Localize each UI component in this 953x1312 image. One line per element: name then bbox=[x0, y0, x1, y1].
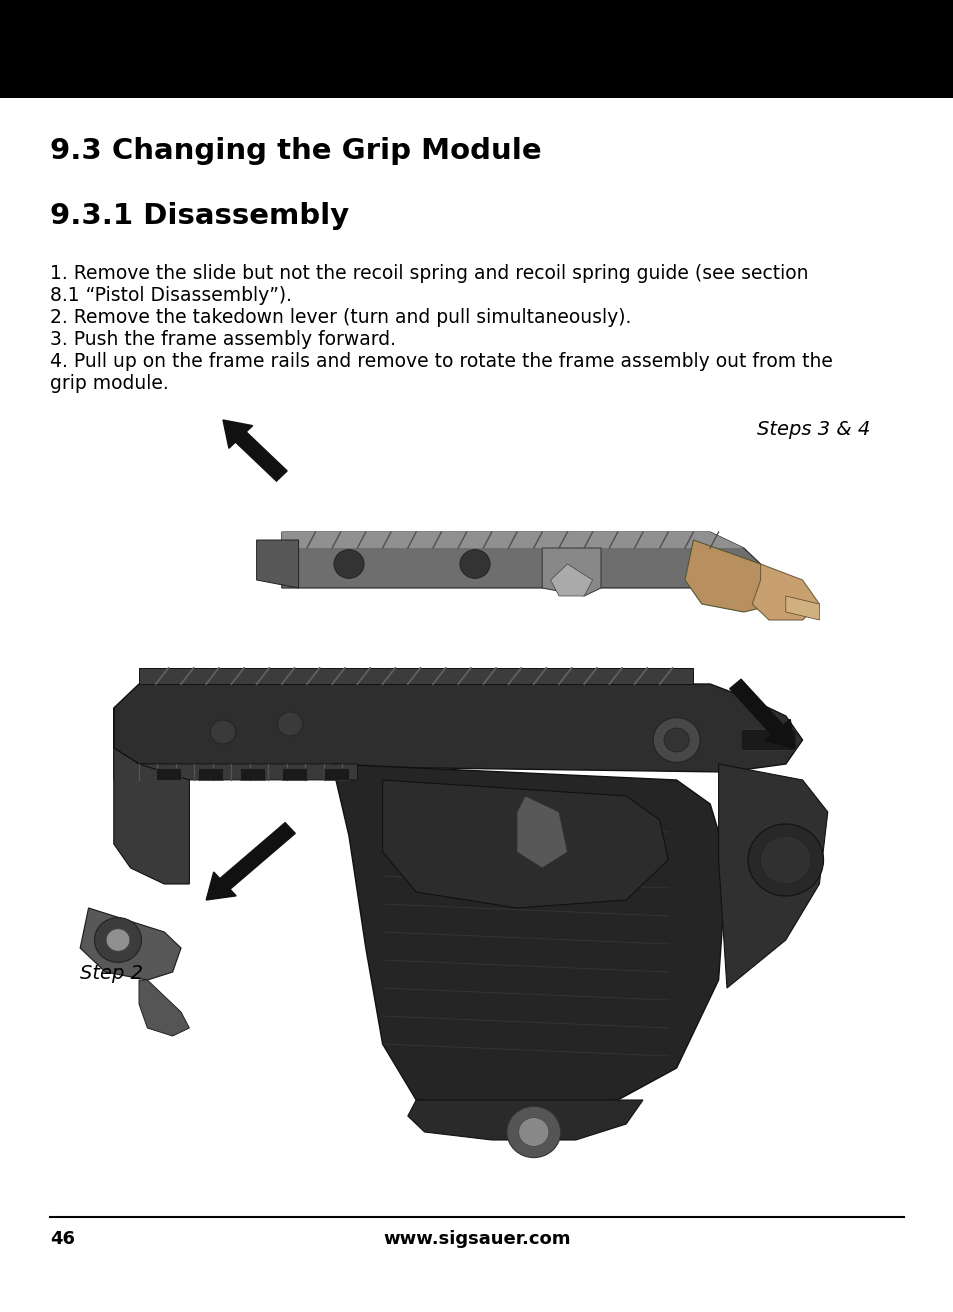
Text: 9.3 Changing the Grip Module: 9.3 Changing the Grip Module bbox=[50, 136, 541, 165]
Circle shape bbox=[334, 550, 364, 579]
Bar bbox=[239, 768, 265, 781]
Text: Step 2: Step 2 bbox=[80, 964, 143, 983]
FancyArrow shape bbox=[223, 420, 287, 482]
Polygon shape bbox=[541, 548, 600, 596]
Bar bbox=[155, 768, 181, 781]
Circle shape bbox=[506, 1106, 560, 1157]
Polygon shape bbox=[281, 531, 760, 588]
Text: 8.1 “Pistol Disassembly”).: 8.1 “Pistol Disassembly”). bbox=[50, 286, 292, 304]
Circle shape bbox=[518, 1118, 548, 1147]
Polygon shape bbox=[517, 796, 567, 869]
FancyBboxPatch shape bbox=[740, 729, 796, 750]
Text: www.sigsauer.com: www.sigsauer.com bbox=[383, 1231, 570, 1248]
Polygon shape bbox=[113, 708, 190, 884]
Polygon shape bbox=[550, 564, 592, 596]
Bar bbox=[197, 768, 223, 781]
Circle shape bbox=[663, 728, 688, 752]
Bar bbox=[0, 0, 953, 98]
Polygon shape bbox=[139, 668, 693, 684]
Text: 3. Push the frame assembly forward.: 3. Push the frame assembly forward. bbox=[50, 331, 395, 349]
Polygon shape bbox=[281, 531, 743, 548]
FancyArrow shape bbox=[729, 680, 793, 748]
Text: Steps 3 & 4: Steps 3 & 4 bbox=[756, 420, 869, 440]
Polygon shape bbox=[139, 980, 190, 1036]
Circle shape bbox=[459, 550, 490, 579]
Circle shape bbox=[653, 718, 700, 762]
Polygon shape bbox=[751, 564, 819, 621]
Polygon shape bbox=[382, 781, 667, 908]
Text: 4. Pull up on the frame rails and remove to rotate the frame assembly out from t: 4. Pull up on the frame rails and remove… bbox=[50, 352, 832, 371]
Polygon shape bbox=[80, 908, 181, 980]
Polygon shape bbox=[332, 764, 726, 1109]
FancyArrow shape bbox=[206, 823, 294, 900]
Polygon shape bbox=[256, 541, 298, 588]
Text: 9.3.1 Disassembly: 9.3.1 Disassembly bbox=[50, 202, 349, 230]
Circle shape bbox=[211, 720, 235, 744]
Circle shape bbox=[106, 929, 130, 951]
Polygon shape bbox=[785, 596, 819, 621]
Circle shape bbox=[747, 824, 822, 896]
Text: 1. Remove the slide but not the recoil spring and recoil spring guide (see secti: 1. Remove the slide but not the recoil s… bbox=[50, 264, 807, 283]
Polygon shape bbox=[113, 748, 357, 781]
Bar bbox=[281, 768, 307, 781]
Polygon shape bbox=[718, 764, 827, 988]
Text: grip module.: grip module. bbox=[50, 374, 169, 394]
Text: 46: 46 bbox=[50, 1231, 75, 1248]
Polygon shape bbox=[407, 1099, 642, 1140]
Text: 2. Remove the takedown lever (turn and pull simultaneously).: 2. Remove the takedown lever (turn and p… bbox=[50, 308, 631, 327]
Polygon shape bbox=[113, 684, 801, 771]
Bar bbox=[323, 768, 349, 781]
Polygon shape bbox=[684, 541, 785, 611]
Circle shape bbox=[760, 836, 810, 884]
Circle shape bbox=[94, 917, 141, 963]
Circle shape bbox=[277, 712, 302, 736]
